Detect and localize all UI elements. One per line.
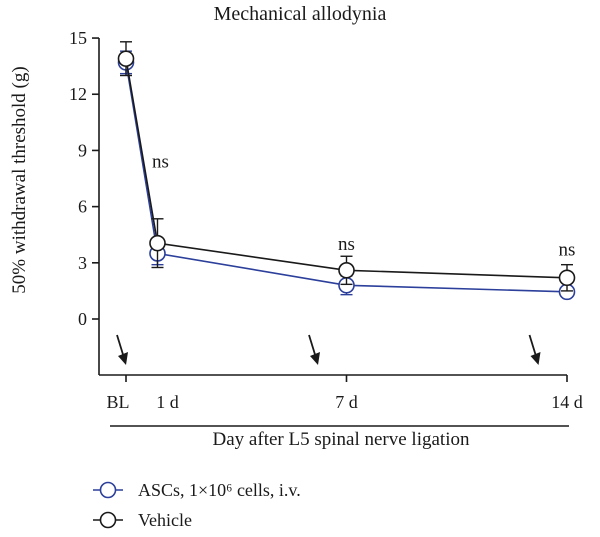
y-tick-label: 9 bbox=[78, 140, 87, 160]
annotations: ns ns ns bbox=[152, 152, 575, 261]
y-tick-label: 12 bbox=[69, 84, 87, 104]
x-axis-label: Day after L5 spinal nerve ligation bbox=[213, 429, 470, 450]
legend-marker bbox=[99, 481, 117, 499]
series-line bbox=[125, 62, 568, 293]
legend-item: Vehicle bbox=[93, 510, 192, 530]
data-point bbox=[558, 269, 576, 287]
arrow-head bbox=[118, 352, 128, 365]
ns-label: ns bbox=[338, 234, 355, 255]
y-tick-label: 0 bbox=[78, 309, 87, 329]
data-point bbox=[338, 262, 355, 279]
x-tick-label: BL bbox=[106, 392, 129, 412]
y-axis-label: 50% withdrawal threshold (g) bbox=[9, 66, 30, 293]
y-tick-label: 15 bbox=[69, 28, 87, 48]
legend-label: ASCs, 1×10⁶ cells, i.v. bbox=[138, 480, 301, 500]
series-vehicle bbox=[117, 41, 576, 292]
data-point bbox=[149, 234, 166, 252]
x-tick-label: 14 d bbox=[551, 392, 583, 412]
legend-item: ASCs, 1×10⁶ cells, i.v. bbox=[93, 480, 301, 500]
arrow-head bbox=[310, 352, 320, 365]
x-tick-label: 1 d bbox=[156, 392, 179, 412]
arrow-head bbox=[530, 352, 541, 365]
y-tick-label: 3 bbox=[78, 253, 87, 273]
ns-label: ns bbox=[559, 240, 576, 261]
legend-marker bbox=[99, 511, 117, 529]
x-tick-label: 7 d bbox=[335, 392, 358, 412]
ns-label: ns bbox=[152, 152, 169, 173]
series bbox=[117, 41, 576, 301]
data-point bbox=[117, 50, 135, 67]
y-tick-label: 6 bbox=[78, 197, 87, 217]
legend-label: Vehicle bbox=[138, 510, 192, 530]
chart-title: Mechanical allodynia bbox=[214, 3, 387, 25]
y-axis: 0 3 6 9 12 15 bbox=[69, 28, 100, 375]
series-line bbox=[125, 58, 568, 279]
x-axis: BL 1 d 7 d 14 d bbox=[99, 374, 583, 427]
arrows bbox=[116, 334, 541, 365]
legend: ASCs, 1×10⁶ cells, i.v. Vehicle bbox=[93, 480, 301, 530]
